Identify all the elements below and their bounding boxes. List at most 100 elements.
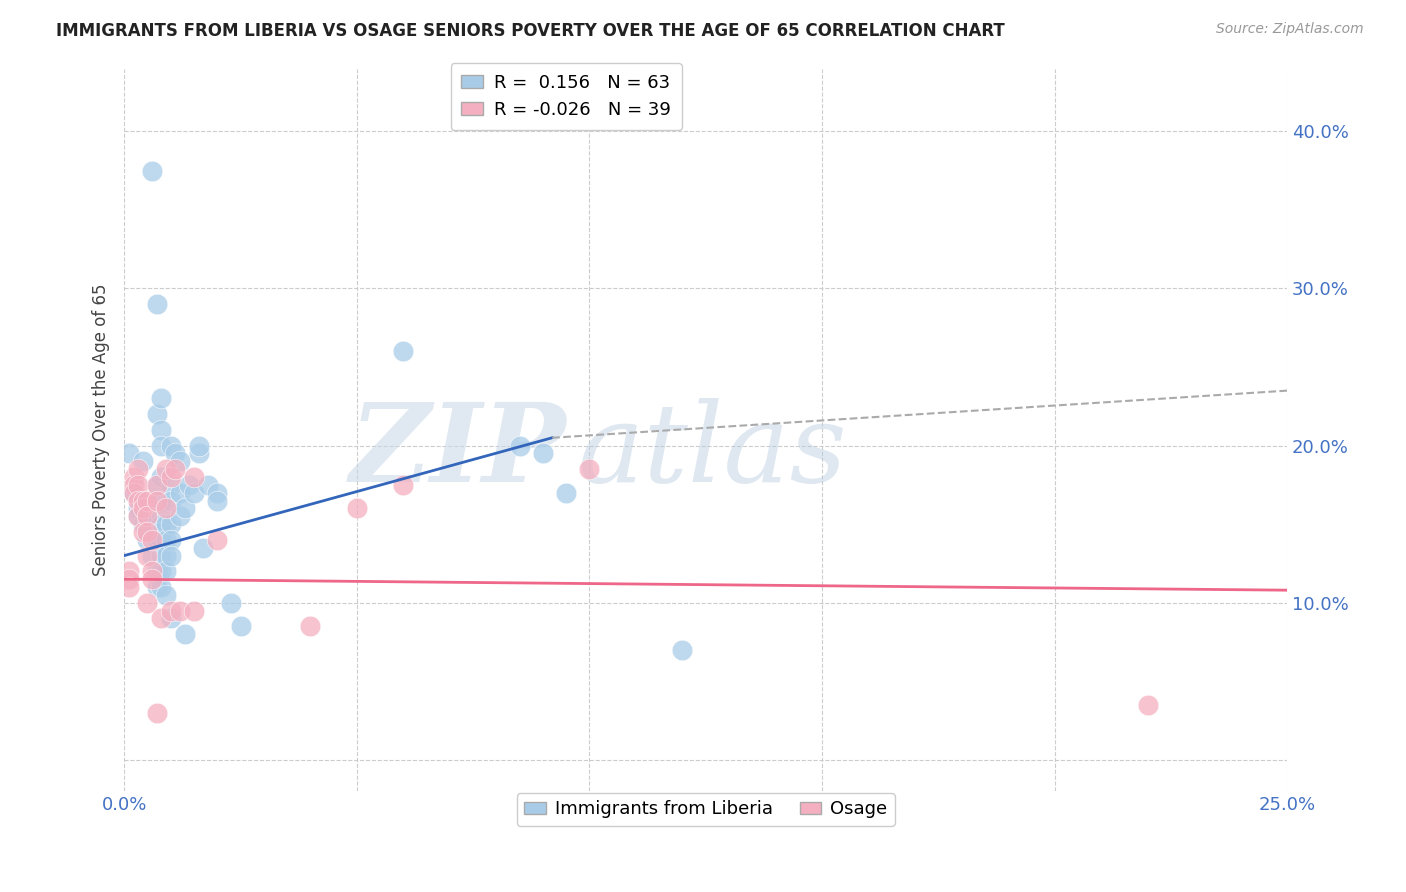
Point — [155, 564, 177, 578]
Point — [183, 470, 205, 484]
Point — [159, 549, 181, 563]
Point — [150, 524, 173, 539]
Point — [118, 572, 141, 586]
Point — [187, 446, 209, 460]
Point — [136, 517, 159, 532]
Point — [118, 564, 141, 578]
Point — [136, 524, 159, 539]
Point — [122, 478, 145, 492]
Text: IMMIGRANTS FROM LIBERIA VS OSAGE SENIORS POVERTY OVER THE AGE OF 65 CORRELATION : IMMIGRANTS FROM LIBERIA VS OSAGE SENIORS… — [56, 22, 1005, 40]
Legend: Immigrants from Liberia, Osage: Immigrants from Liberia, Osage — [516, 793, 894, 826]
Point — [141, 572, 163, 586]
Point — [141, 517, 163, 532]
Point — [118, 580, 141, 594]
Point — [207, 533, 229, 547]
Point — [136, 596, 159, 610]
Point — [197, 478, 219, 492]
Point — [150, 580, 173, 594]
Point — [146, 533, 169, 547]
Point — [132, 493, 155, 508]
Point — [173, 627, 195, 641]
Point — [183, 604, 205, 618]
Point — [122, 470, 145, 484]
Point — [155, 462, 177, 476]
Point — [127, 501, 149, 516]
Point — [146, 493, 169, 508]
Point — [165, 446, 187, 460]
Point — [141, 533, 163, 547]
Point — [159, 604, 181, 618]
Point — [555, 485, 578, 500]
Point — [207, 485, 229, 500]
Point — [219, 596, 242, 610]
Text: ZIP: ZIP — [350, 398, 567, 506]
Point — [118, 446, 141, 460]
Point — [159, 439, 181, 453]
Point — [155, 517, 177, 532]
Point — [531, 446, 554, 460]
Point — [141, 564, 163, 578]
Point — [127, 478, 149, 492]
Point — [150, 470, 173, 484]
Point — [136, 549, 159, 563]
Point — [150, 611, 173, 625]
Point — [146, 297, 169, 311]
Point — [150, 517, 173, 532]
Point — [169, 509, 191, 524]
Point — [122, 485, 145, 500]
Point — [169, 454, 191, 468]
Point — [578, 462, 600, 476]
Point — [132, 517, 155, 532]
Point — [122, 485, 145, 500]
Point — [146, 564, 169, 578]
Point — [150, 423, 173, 437]
Point — [150, 493, 173, 508]
Point — [127, 509, 149, 524]
Point — [173, 501, 195, 516]
Point — [229, 619, 252, 633]
Point — [132, 501, 155, 516]
Point — [150, 509, 173, 524]
Point — [146, 478, 169, 492]
Point — [136, 524, 159, 539]
Point — [136, 493, 159, 508]
Point — [150, 392, 173, 406]
Point — [183, 485, 205, 500]
Point — [146, 706, 169, 720]
Point — [155, 501, 177, 516]
Point — [146, 580, 169, 594]
Point — [169, 485, 191, 500]
Point — [346, 501, 368, 516]
Point — [132, 524, 155, 539]
Point — [155, 588, 177, 602]
Point — [299, 619, 322, 633]
Point — [146, 407, 169, 421]
Point — [141, 549, 163, 563]
Point — [150, 533, 173, 547]
Text: Source: ZipAtlas.com: Source: ZipAtlas.com — [1216, 22, 1364, 37]
Point — [146, 478, 169, 492]
Point — [141, 163, 163, 178]
Y-axis label: Seniors Poverty Over the Age of 65: Seniors Poverty Over the Age of 65 — [93, 284, 110, 576]
Point — [132, 454, 155, 468]
Point — [127, 493, 149, 508]
Point — [392, 478, 415, 492]
Point — [509, 439, 531, 453]
Point — [136, 533, 159, 547]
Point — [671, 643, 693, 657]
Point — [159, 517, 181, 532]
Point — [127, 509, 149, 524]
Point — [179, 478, 201, 492]
Point — [169, 604, 191, 618]
Point — [159, 611, 181, 625]
Point — [392, 344, 415, 359]
Point — [159, 533, 181, 547]
Point — [155, 549, 177, 563]
Point — [193, 541, 215, 555]
Point — [150, 564, 173, 578]
Point — [187, 439, 209, 453]
Text: atlas: atlas — [578, 398, 848, 506]
Point — [159, 493, 181, 508]
Point — [150, 549, 173, 563]
Point — [159, 470, 181, 484]
